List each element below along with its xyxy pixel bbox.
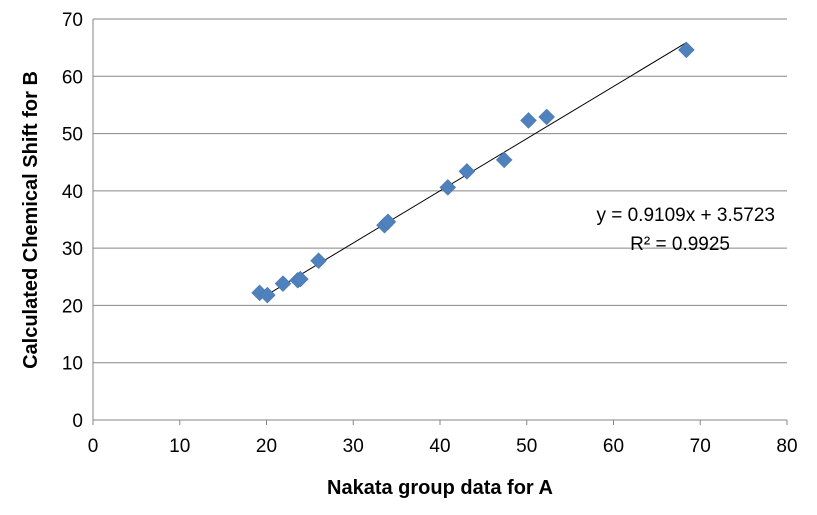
- data-point: [520, 112, 537, 129]
- gridlines: [93, 18, 787, 364]
- r-squared-label: R² = 0.9925: [630, 234, 730, 255]
- data-point: [291, 270, 309, 288]
- x-axis-title: Nakata group data for A: [327, 477, 553, 499]
- x-tick-label: 50: [516, 436, 537, 457]
- data-point: [310, 252, 327, 270]
- x-axis-ticks: 0 10 20 30 40 50 60 70 80: [88, 420, 798, 457]
- y-tick-label: 30: [62, 239, 83, 260]
- data-points: [251, 41, 695, 304]
- data-point: [495, 151, 513, 169]
- x-tick-label: 80: [776, 436, 797, 457]
- x-tick-label: 30: [343, 436, 364, 457]
- y-tick-label: 10: [62, 354, 83, 375]
- x-tick-label: 0: [88, 436, 99, 457]
- y-axis-title: Calculated Chemical Shift for B: [20, 71, 42, 369]
- y-tick-label: 20: [62, 296, 83, 317]
- data-point: [379, 213, 397, 231]
- x-tick-label: 20: [256, 436, 277, 457]
- x-tick-label: 40: [429, 436, 450, 457]
- x-tick-label: 10: [169, 436, 190, 457]
- y-tick-label: 60: [62, 67, 83, 88]
- data-point: [259, 286, 276, 304]
- data-point: [274, 275, 292, 293]
- y-tick-label: 40: [62, 182, 83, 203]
- data-point: [439, 179, 457, 196]
- x-tick-label: 70: [690, 436, 711, 457]
- data-point: [538, 108, 556, 126]
- y-tick-label: 70: [62, 10, 83, 31]
- y-tick-label: 0: [72, 411, 83, 432]
- x-tick-label: 60: [603, 436, 624, 457]
- y-tick-label: 50: [62, 125, 83, 146]
- data-point: [678, 41, 695, 59]
- y-axis-ticks: 0 10 20 30 40 50 60 70: [62, 10, 83, 432]
- data-point: [458, 163, 476, 180]
- trendline-equation: y = 0.9109x + 3.5723: [596, 205, 775, 226]
